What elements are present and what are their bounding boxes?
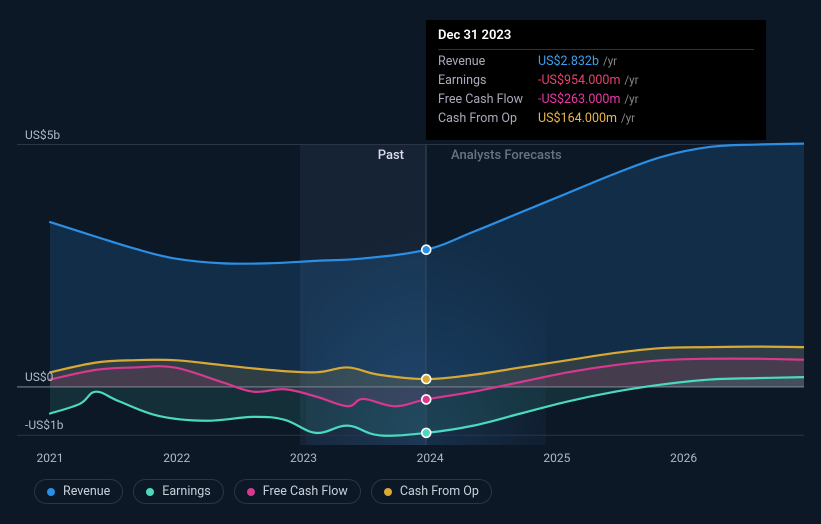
tooltip-label: Earnings	[438, 73, 538, 88]
tooltip-unit: /yr	[624, 73, 638, 87]
tooltip-unit: /yr	[603, 54, 617, 68]
legend-item[interactable]: Revenue	[34, 479, 123, 504]
tooltip-unit: /yr	[624, 92, 638, 106]
tooltip-value: -US$263.000m	[538, 92, 620, 107]
chart-tooltip: Dec 31 2023 RevenueUS$2.832b/yrEarnings-…	[426, 20, 766, 140]
legend-label: Earnings	[162, 484, 210, 499]
tooltip-row: Earnings-US$954.000m/yr	[438, 71, 754, 90]
legend-dot-icon	[146, 488, 154, 496]
x-axis-label: 2026	[670, 451, 697, 465]
x-axis-label: 2023	[290, 451, 317, 465]
legend-label: Cash From Op	[400, 484, 479, 499]
tooltip-value: US$164.000m	[538, 111, 617, 126]
tooltip-label: Cash From Op	[438, 111, 538, 126]
tooltip-row: Cash From OpUS$164.000m/yr	[438, 109, 754, 128]
y-axis-label: US$5b	[25, 128, 60, 142]
legend-item[interactable]: Cash From Op	[371, 479, 492, 504]
legend-item[interactable]: Free Cash Flow	[234, 479, 361, 504]
tooltip-label: Revenue	[438, 54, 538, 69]
tooltip-date: Dec 31 2023	[438, 28, 754, 50]
x-axis-label: 2022	[163, 451, 190, 465]
tooltip-value: -US$954.000m	[538, 73, 620, 88]
tooltip-label: Free Cash Flow	[438, 92, 538, 107]
legend-item[interactable]: Earnings	[133, 479, 223, 504]
tooltip-value: US$2.832b	[538, 54, 599, 69]
tooltip-unit: /yr	[621, 111, 635, 125]
y-axis-label: -US$1b	[25, 418, 63, 432]
legend-dot-icon	[384, 488, 392, 496]
x-axis-label: 2021	[37, 451, 64, 465]
chart-legend: Revenue Earnings Free Cash Flow Cash From O…	[34, 479, 492, 504]
tooltip-row: RevenueUS$2.832b/yr	[438, 52, 754, 71]
legend-dot-icon	[247, 488, 255, 496]
legend-dot-icon	[47, 488, 55, 496]
chart-container: Past Analysts Forecasts Dec 31 2023 Reve…	[17, 0, 804, 524]
legend-label: Free Cash Flow	[263, 484, 348, 499]
legend-label: Revenue	[63, 484, 110, 499]
y-axis-label: US$0	[25, 370, 53, 384]
x-axis-label: 2024	[417, 451, 444, 465]
x-axis-label: 2025	[543, 451, 570, 465]
section-label-forecast: Analysts Forecasts	[451, 148, 562, 163]
tooltip-row: Free Cash Flow-US$263.000m/yr	[438, 90, 754, 109]
section-label-past: Past	[378, 148, 404, 163]
